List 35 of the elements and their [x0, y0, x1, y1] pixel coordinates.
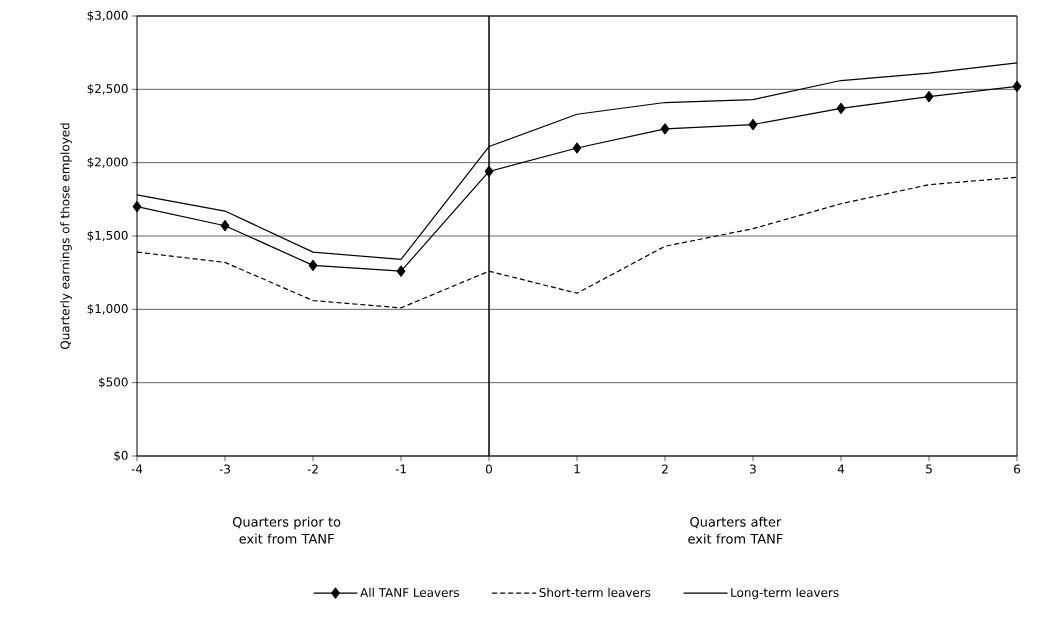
- legend-label: Long-term leavers: [731, 587, 839, 600]
- x-tick-label: -4: [131, 464, 143, 474]
- y-tick-label: $3,000: [87, 10, 128, 22]
- point: [220, 220, 230, 232]
- point: [836, 102, 846, 114]
- y-tick-label: $500: [99, 377, 128, 389]
- point: [308, 259, 318, 271]
- x-tick-label: 1: [574, 464, 580, 474]
- text: Quarters prior to exit from TANF: [232, 516, 341, 544]
- x-tick-label: 2: [662, 464, 668, 474]
- y-tick-label: $1,500: [87, 230, 128, 242]
- x-tick-label: -1: [395, 464, 406, 474]
- x-tick-label: -3: [219, 464, 230, 474]
- point: [396, 265, 406, 277]
- x-tick-label: -2: [307, 464, 318, 474]
- legend-label: Short-term leavers: [539, 587, 651, 598]
- point: [1012, 80, 1022, 92]
- point: [660, 123, 670, 135]
- x-tick-label: 3: [750, 464, 756, 474]
- point: [484, 165, 494, 178]
- legend-label: All TANF Leavers: [360, 587, 459, 598]
- y-tick-label: $2,500: [87, 83, 128, 95]
- y-tick-label: $2,000: [87, 157, 128, 169]
- point: [924, 91, 934, 103]
- y-axis-title: Quarterly earnings of those employed: [60, 123, 72, 350]
- x-tick-label: 4: [837, 464, 845, 474]
- x-tick-label: 0: [485, 464, 493, 474]
- x-tick-label: 6: [1014, 464, 1021, 474]
- y-tick-label: $1,000: [87, 303, 128, 315]
- x-tick-label: 5: [926, 464, 932, 474]
- point: [572, 142, 582, 154]
- text: Quarters after exit from TANF: [688, 516, 783, 544]
- point: [132, 201, 142, 213]
- point: [748, 118, 758, 131]
- y-tick-label: $0: [114, 450, 128, 462]
